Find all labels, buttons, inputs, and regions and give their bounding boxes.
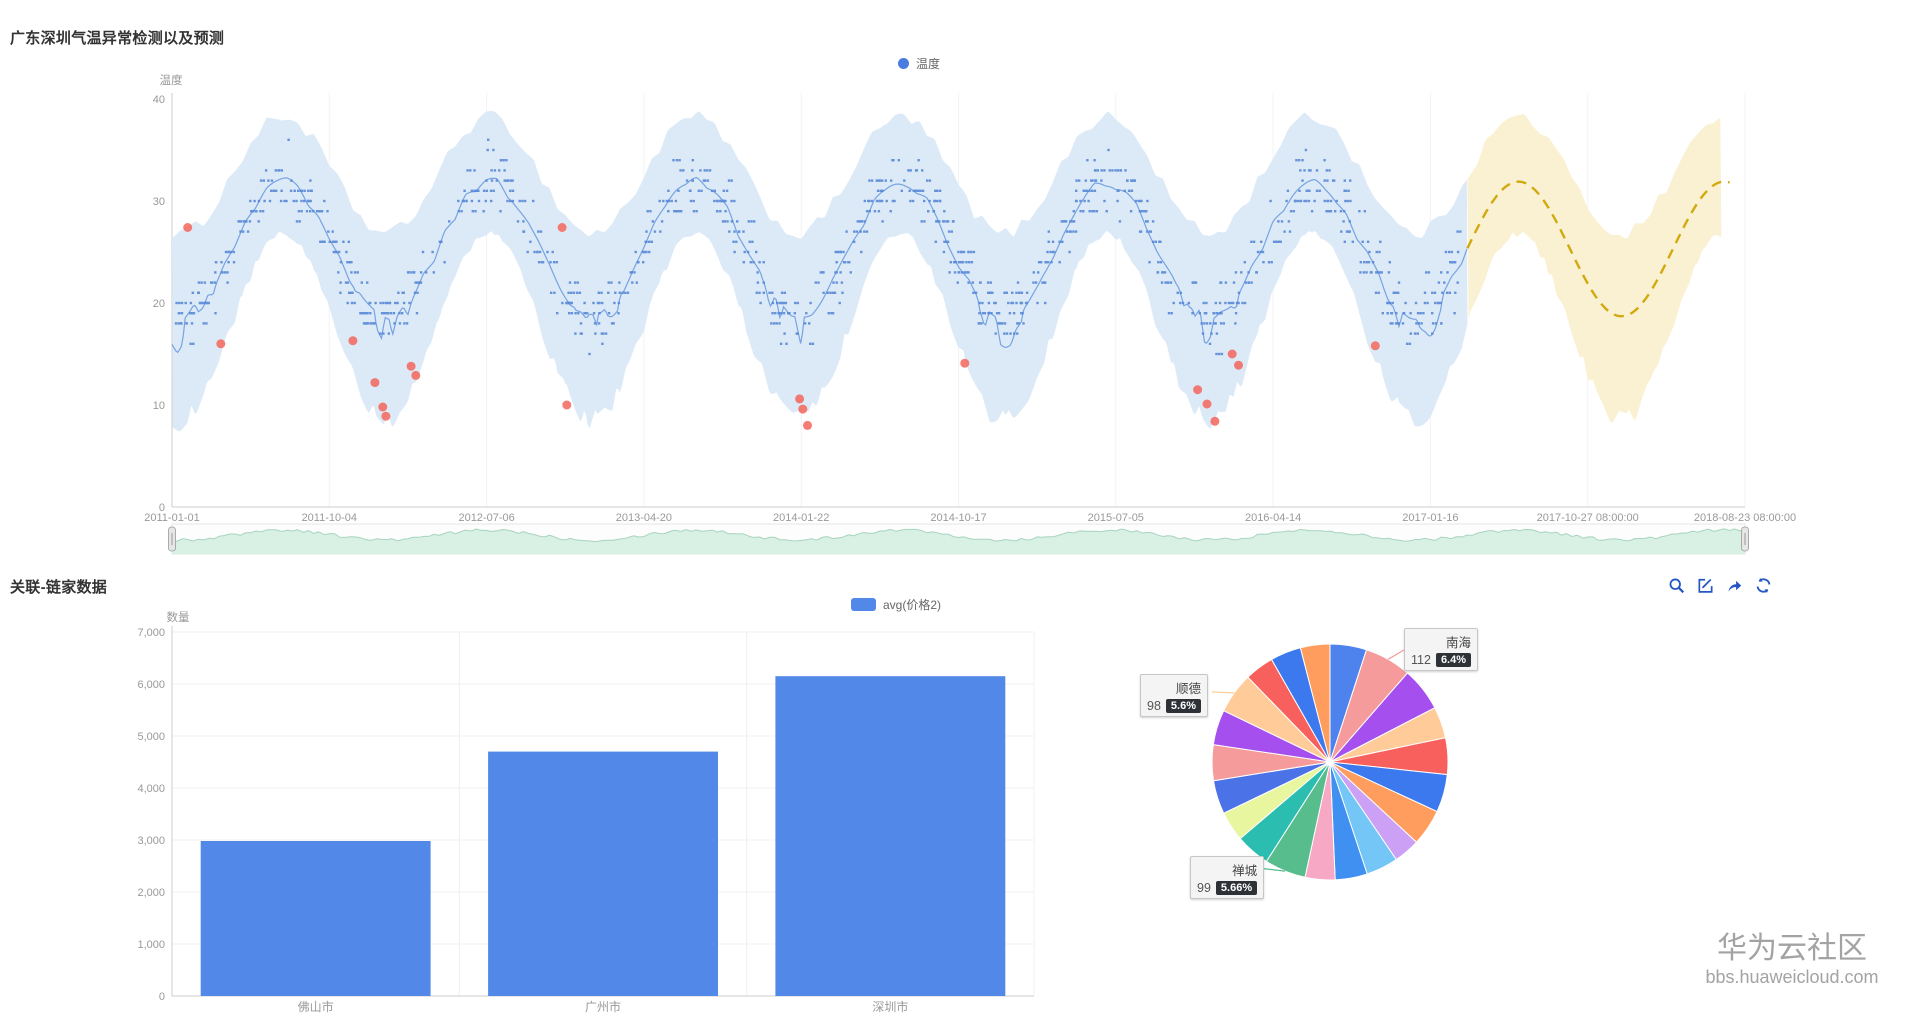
svg-text:2017-10-27 08:00:00: 2017-10-27 08:00:00 bbox=[1537, 512, 1639, 524]
svg-text:0: 0 bbox=[159, 502, 165, 514]
temp-scatter bbox=[174, 138, 1462, 356]
svg-text:2012-07-06: 2012-07-06 bbox=[458, 512, 514, 524]
pie-callout-count: 99 bbox=[1197, 881, 1211, 895]
forecast-band bbox=[1467, 114, 1722, 424]
watermark-title: 华为云社区 bbox=[1717, 932, 1867, 965]
edit-icon[interactable] bbox=[1697, 577, 1714, 594]
bar-legend-marker bbox=[851, 598, 876, 611]
lianjia-title: 关联-链家数据 bbox=[10, 579, 108, 596]
pie-callout-percent: 6.4% bbox=[1435, 653, 1472, 667]
pie-callout-name: 顺德 bbox=[1175, 682, 1201, 696]
svg-text:2011-10-04: 2011-10-04 bbox=[302, 512, 357, 524]
datazoom bbox=[168, 523, 1749, 555]
temp-chart-title: 广东深圳气温异常检测以及预测 bbox=[10, 30, 225, 47]
svg-text:2013-04-20: 2013-04-20 bbox=[616, 512, 672, 524]
pie-callout-name: 禅城 bbox=[1232, 864, 1258, 878]
svg-text:30: 30 bbox=[153, 196, 165, 208]
refresh-icon[interactable] bbox=[1755, 577, 1772, 594]
svg-text:2011-01-01: 2011-01-01 bbox=[144, 512, 199, 524]
bar-佛山市 bbox=[200, 841, 431, 996]
svg-text:2,000: 2,000 bbox=[137, 887, 165, 899]
pie-labelline bbox=[1387, 649, 1405, 660]
temp-legend-marker bbox=[898, 58, 909, 69]
svg-text:佛山市: 佛山市 bbox=[298, 999, 334, 1014]
svg-text:40: 40 bbox=[153, 94, 165, 106]
watermark-url: bbs.huaweicloud.com bbox=[1705, 966, 1879, 987]
bar-广州市 bbox=[488, 751, 718, 996]
pie-callout-禅城: 禅城 99 5.66% bbox=[1190, 856, 1265, 899]
pie-slice bbox=[1299, 643, 1331, 763]
svg-text:6,000: 6,000 bbox=[137, 679, 165, 691]
temp-line bbox=[171, 176, 1468, 354]
pie-callout-顺德: 顺德 98 5.6% bbox=[1140, 674, 1208, 717]
pie-chart bbox=[1211, 643, 1449, 881]
svg-text:温度: 温度 bbox=[160, 73, 183, 87]
temp-legend[interactable]: 温度 bbox=[898, 55, 940, 72]
share-icon[interactable] bbox=[1726, 577, 1743, 594]
svg-text:深圳市: 深圳市 bbox=[872, 999, 908, 1014]
svg-text:数量: 数量 bbox=[167, 610, 190, 624]
pie-callout-南海: 南海 112 6.4% bbox=[1404, 628, 1479, 671]
svg-text:3,000: 3,000 bbox=[137, 835, 165, 847]
svg-text:10: 10 bbox=[153, 400, 165, 412]
svg-text:2017-01-16: 2017-01-16 bbox=[1402, 512, 1458, 524]
bar-chart: 0 1,000 2,000 3,000 4,000 5,000 6,000 7,000数量佛山… bbox=[137, 610, 1035, 1014]
svg-text:0: 0 bbox=[159, 991, 165, 1003]
temp-legend-label: 温度 bbox=[916, 57, 941, 71]
pie-callout-count: 98 bbox=[1147, 699, 1161, 713]
svg-text:7,000: 7,000 bbox=[137, 627, 165, 639]
svg-text:2014-10-17: 2014-10-17 bbox=[930, 512, 986, 524]
pie-callout-name: 南海 bbox=[1446, 636, 1472, 650]
pie-labelline bbox=[1211, 691, 1235, 694]
zoom-icon[interactable] bbox=[1668, 577, 1685, 594]
bar-legend-label: avg(价格2) bbox=[883, 598, 942, 612]
datazoom-slider[interactable] bbox=[172, 522, 1745, 556]
svg-text:1,000: 1,000 bbox=[137, 939, 165, 951]
pie-callout-count: 112 bbox=[1411, 653, 1431, 667]
watermark: 华为云社区 bbs.huaweicloud.com bbox=[1692, 932, 1892, 987]
svg-text:5,000: 5,000 bbox=[137, 731, 165, 743]
svg-text:2015-07-05: 2015-07-05 bbox=[1088, 512, 1144, 524]
svg-text:20: 20 bbox=[153, 298, 165, 310]
svg-text:2016-04-14: 2016-04-14 bbox=[1245, 512, 1301, 524]
svg-text:2018-08-23 08:00:00: 2018-08-23 08:00:00 bbox=[1694, 512, 1796, 524]
forecast-line bbox=[1466, 180, 1731, 318]
svg-text:4,000: 4,000 bbox=[137, 783, 165, 795]
svg-text:广州市: 广州市 bbox=[585, 999, 621, 1014]
bar-深圳市 bbox=[775, 676, 1006, 996]
temp-plot: 2011-01-01 2011-10-04 2012-07-06 2013-04-20… bbox=[144, 73, 1796, 524]
chart-toolbar bbox=[1668, 577, 1772, 594]
pie-callout-percent: 5.6% bbox=[1165, 699, 1201, 713]
pie-callout-percent: 5.66% bbox=[1215, 881, 1258, 895]
bar-legend[interactable]: avg(价格2) bbox=[851, 596, 941, 613]
svg-text:2014-01-22: 2014-01-22 bbox=[773, 512, 829, 524]
anomaly-points bbox=[183, 223, 1380, 430]
